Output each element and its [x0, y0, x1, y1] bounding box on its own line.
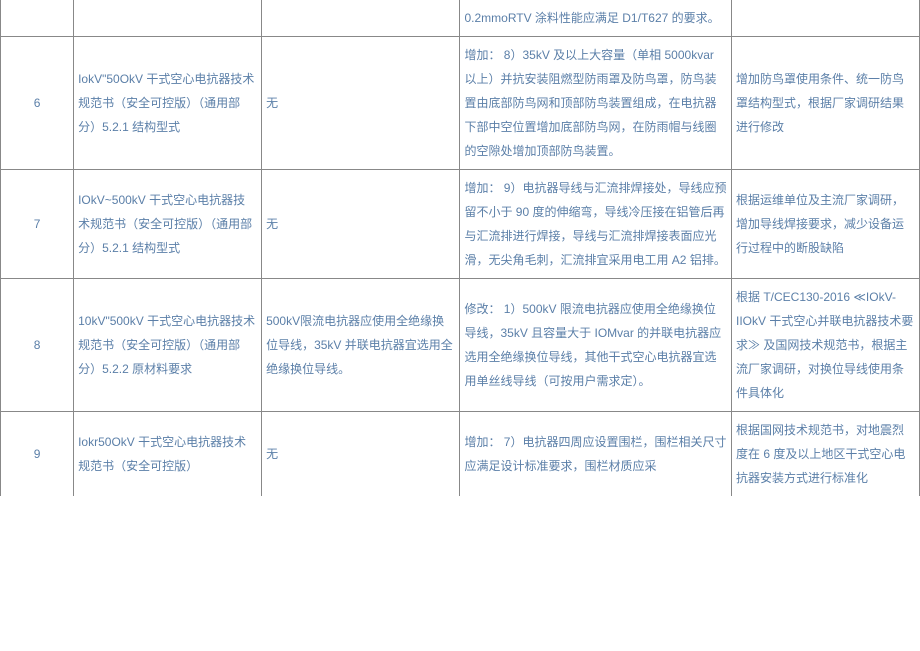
cell-reason: 根据运维单位及主流厂家调研，增加导线焊接要求，减少设备运行过程中的断股缺陷 [731, 170, 919, 279]
cell-idx: 6 [1, 37, 74, 170]
cell-change: 修改： 1）500kV 限流电抗器应使用全绝缘换位导线，35kV 且容量大于 I… [460, 279, 732, 412]
cell-orig: 无 [262, 412, 460, 497]
cell-idx [1, 0, 74, 37]
spec-change-table: 0.2mmoRTV 涂料性能应满足 D1/T627 的要求。 6 IokV"50… [0, 0, 920, 496]
cell-orig: 500kV限流电抗器应使用全绝缘换位导线，35kV 并联电抗器宜选用全绝缘换位导… [262, 279, 460, 412]
cell-orig: 无 [262, 37, 460, 170]
table-row: 8 10kV"500kV 干式空心电抗器技术规范书（安全可控版）（通用部分）5.… [1, 279, 920, 412]
table-row: 7 IOkV~500kV 干式空心电抗器技术规范书（安全可控版）（通用部分）5.… [1, 170, 920, 279]
cell-reason [731, 0, 919, 37]
cell-orig [262, 0, 460, 37]
cell-clause: IokV"50OkV 干式空心电抗器技术规范书（安全可控版）（通用部分）5.2.… [74, 37, 262, 170]
cell-clause: 10kV"500kV 干式空心电抗器技术规范书（安全可控版）（通用部分）5.2.… [74, 279, 262, 412]
cell-clause: Iokr50OkV 干式空心电抗器技术规范书（安全可控版） [74, 412, 262, 497]
cell-reason: 根据 T/CEC130-2016 ≪IOkV-IIOkV 干式空心并联电抗器技术… [731, 279, 919, 412]
cell-clause [74, 0, 262, 37]
cell-reason: 增加防鸟罩使用条件、统一防鸟罩结构型式，根据厂家调研结果进行修改 [731, 37, 919, 170]
cell-idx: 7 [1, 170, 74, 279]
cell-change: 0.2mmoRTV 涂料性能应满足 D1/T627 的要求。 [460, 0, 732, 37]
table-row: 6 IokV"50OkV 干式空心电抗器技术规范书（安全可控版）（通用部分）5.… [1, 37, 920, 170]
cell-idx: 9 [1, 412, 74, 497]
cell-clause: IOkV~500kV 干式空心电抗器技术规范书（安全可控版）（通用部分）5.2.… [74, 170, 262, 279]
cell-change: 增加： 7）电抗器四周应设置围栏，围栏相关尺寸应满足设计标准要求，围栏材质应采 [460, 412, 732, 497]
cell-change: 增加： 8）35kV 及以上大容量（单相 5000kvar 以上）并抗安装阻燃型… [460, 37, 732, 170]
cell-reason: 根据国网技术规范书，对地震烈度在 6 度及以上地区干式空心电抗器安装方式进行标准… [731, 412, 919, 497]
cell-orig: 无 [262, 170, 460, 279]
cell-idx: 8 [1, 279, 74, 412]
cell-change: 增加： 9）电抗器导线与汇流排焊接处，导线应预留不小于 90 度的伸缩弯，导线冷… [460, 170, 732, 279]
table-row: 9 Iokr50OkV 干式空心电抗器技术规范书（安全可控版） 无 增加： 7）… [1, 412, 920, 497]
table-row: 0.2mmoRTV 涂料性能应满足 D1/T627 的要求。 [1, 0, 920, 37]
